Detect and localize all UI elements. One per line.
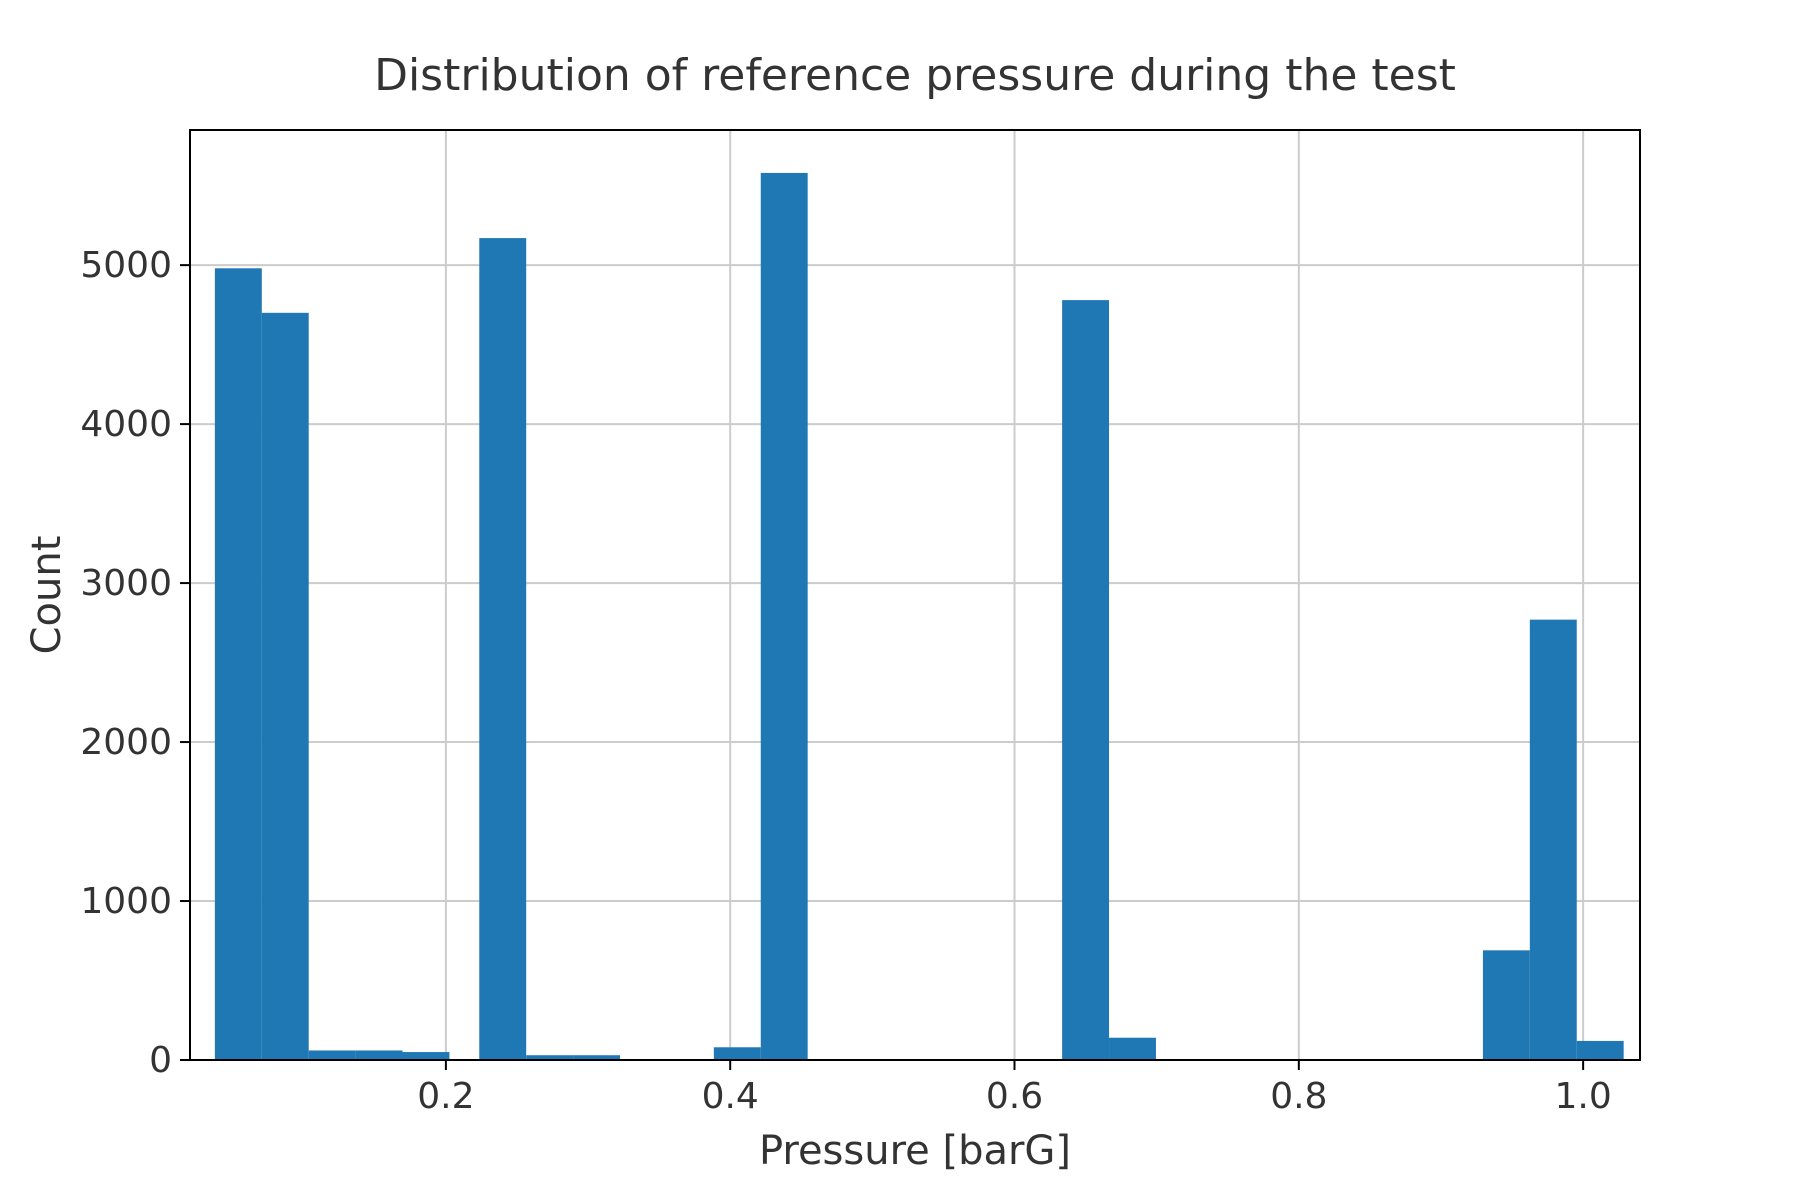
x-tick-label: 0.6: [986, 1076, 1043, 1117]
histogram-bar: [1062, 300, 1109, 1060]
y-axis-label: Count: [24, 536, 70, 655]
histogram-bar: [1109, 1038, 1156, 1060]
x-tick-label: 0.4: [702, 1076, 759, 1117]
plot-background: [190, 130, 1640, 1060]
x-tick-label: 0.2: [417, 1076, 474, 1117]
histogram-bar: [356, 1050, 403, 1060]
y-tick-label: 2000: [80, 722, 172, 763]
histogram-bar: [479, 238, 526, 1060]
histogram-bar: [1483, 950, 1530, 1060]
chart-container: 0.2 0.4 0.6 0.8 1.0 0 1000 2000 3000 4000 5000 Di…: [0, 0, 1800, 1200]
y-axis-ticks: 0 1000 2000 3000 4000 5000: [80, 245, 190, 1081]
histogram-bar: [761, 173, 808, 1060]
histogram-bar: [714, 1047, 761, 1060]
x-axis-label: Pressure [barG]: [759, 1128, 1071, 1174]
histogram-chart: 0.2 0.4 0.6 0.8 1.0 0 1000 2000 3000 4000 5000 Di…: [0, 0, 1800, 1200]
histogram-bar: [215, 268, 262, 1060]
histogram-bar: [309, 1050, 356, 1060]
histogram-bar: [403, 1052, 450, 1060]
y-tick-label: 0: [149, 1040, 172, 1081]
histogram-bar: [1530, 620, 1577, 1060]
y-tick-label: 5000: [80, 245, 172, 286]
y-tick-label: 1000: [80, 881, 172, 922]
chart-title: Distribution of reference pressure durin…: [374, 50, 1456, 101]
x-axis-ticks: 0.2 0.4 0.6 0.8 1.0: [417, 1060, 1612, 1117]
y-tick-label: 4000: [80, 404, 172, 445]
x-tick-label: 0.8: [1270, 1076, 1327, 1117]
x-tick-label: 1.0: [1555, 1076, 1612, 1117]
histogram-bar: [262, 313, 309, 1060]
histogram-bar: [1577, 1041, 1624, 1060]
y-tick-label: 3000: [80, 563, 172, 604]
